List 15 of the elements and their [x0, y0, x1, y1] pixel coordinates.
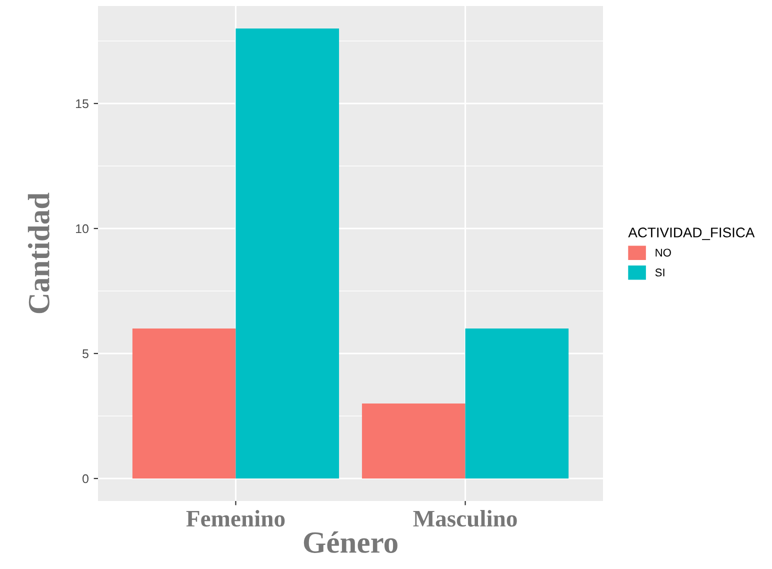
y-tick-label: 5 [82, 349, 88, 358]
y-axis-title: Cantidad [28, 192, 50, 314]
x-tick-label: Femenino [186, 510, 285, 527]
x-axis-title: Género [304, 531, 398, 553]
legend-title: ACTIVIDAD_FISICA [628, 228, 755, 240]
legend-label: NO [656, 248, 671, 257]
y-tick-label: 0 [82, 474, 88, 484]
x-tick-label: Masculino [413, 510, 517, 527]
bar [465, 328, 569, 478]
y-tick-label: 10 [76, 224, 88, 234]
legend-label: SI [655, 268, 664, 276]
bar [132, 328, 236, 478]
bar [362, 404, 466, 478]
y-tick-label: 15 [76, 99, 88, 108]
bar [236, 28, 340, 478]
